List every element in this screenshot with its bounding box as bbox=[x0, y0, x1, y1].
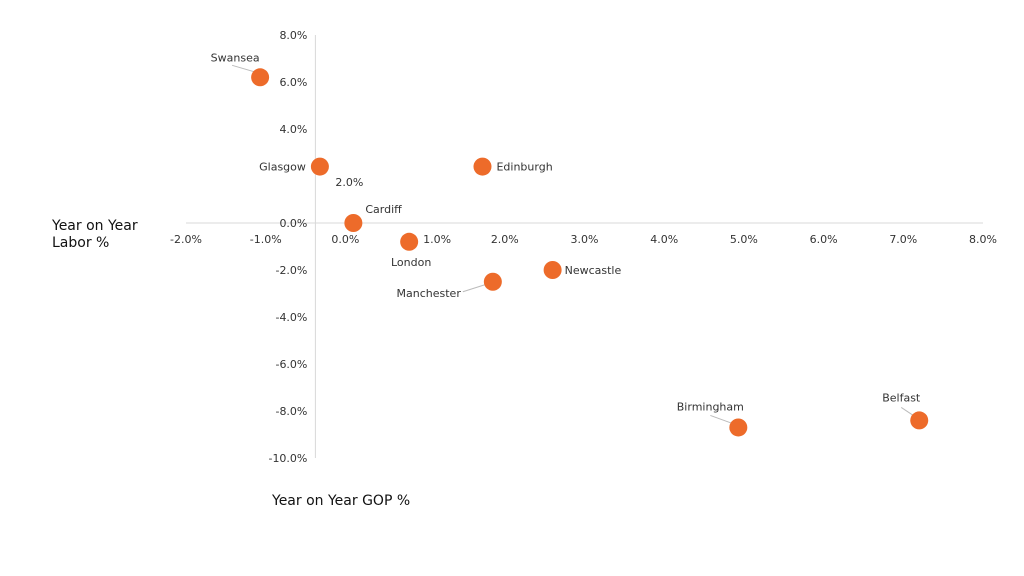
y-tick-label: 8.0% bbox=[279, 29, 307, 42]
leader-lines bbox=[231, 64, 914, 424]
point-label: Edinburgh bbox=[496, 161, 552, 174]
point-label: Manchester bbox=[397, 287, 462, 300]
y-tick-label: -6.0% bbox=[275, 358, 307, 371]
y-tick-label: 0.0% bbox=[279, 217, 307, 230]
data-point bbox=[473, 157, 492, 176]
data-points bbox=[251, 68, 929, 437]
tick-labels: -2.0% -1.0% 0.0% 1.0% 2.0% 3.0% 4.0% 5.0% 6.0% 7.… bbox=[170, 29, 997, 465]
point-label: Newcastle bbox=[565, 264, 622, 277]
axes bbox=[186, 35, 983, 458]
data-point bbox=[400, 232, 419, 251]
x-tick-label: 2.0% bbox=[491, 233, 519, 246]
data-point bbox=[310, 157, 329, 176]
point-label: Swansea bbox=[211, 51, 260, 64]
y-tick-label: -10.0% bbox=[268, 452, 307, 465]
data-point bbox=[729, 418, 748, 437]
point-label: Glasgow bbox=[259, 161, 306, 174]
point-label: Birmingham bbox=[677, 400, 744, 413]
y-axis-title-line-1: Year on Year bbox=[52, 218, 138, 234]
x-tick-label: -1.0% bbox=[250, 233, 282, 246]
y-axis-title: Year on Year Labor % bbox=[52, 218, 138, 252]
x-tick-label: 8.0% bbox=[969, 233, 997, 246]
y-tick-label: -4.0% bbox=[275, 311, 307, 324]
data-point bbox=[483, 272, 502, 291]
x-tick-label: -2.0% bbox=[170, 233, 202, 246]
leader-line bbox=[231, 64, 257, 73]
x-tick-label: 0.0% bbox=[331, 233, 359, 246]
y-axis-title-line-2: Labor % bbox=[52, 235, 110, 251]
x-tick-label: 5.0% bbox=[730, 233, 758, 246]
data-point bbox=[251, 68, 270, 87]
data-point bbox=[344, 214, 363, 232]
x-tick-label: 3.0% bbox=[571, 233, 599, 246]
x-tick-label: 1.0% bbox=[423, 233, 451, 246]
y-tick-label: 6.0% bbox=[279, 76, 307, 89]
x-tick-label: 6.0% bbox=[810, 233, 838, 246]
leader-line bbox=[900, 406, 914, 416]
x-axis-title: Year on Year GOP % bbox=[272, 493, 411, 509]
point-label: Cardiff bbox=[365, 203, 402, 216]
x-tick-label: 7.0% bbox=[889, 233, 917, 246]
y-tick-label: -2.0% bbox=[275, 264, 307, 277]
point-label: Belfast bbox=[882, 391, 921, 404]
point-labels: Swansea Glasgow Edinburgh Cardiff London Manc… bbox=[211, 51, 921, 413]
y-tick-label: 2.0% bbox=[335, 176, 363, 189]
data-point bbox=[543, 261, 562, 279]
leader-line bbox=[462, 284, 485, 293]
y-tick-label: 4.0% bbox=[279, 123, 307, 136]
point-label: London bbox=[391, 256, 431, 269]
data-point bbox=[910, 411, 929, 430]
x-tick-label: 4.0% bbox=[650, 233, 678, 246]
leader-line bbox=[710, 414, 733, 424]
y-tick-label: -8.0% bbox=[275, 405, 307, 418]
